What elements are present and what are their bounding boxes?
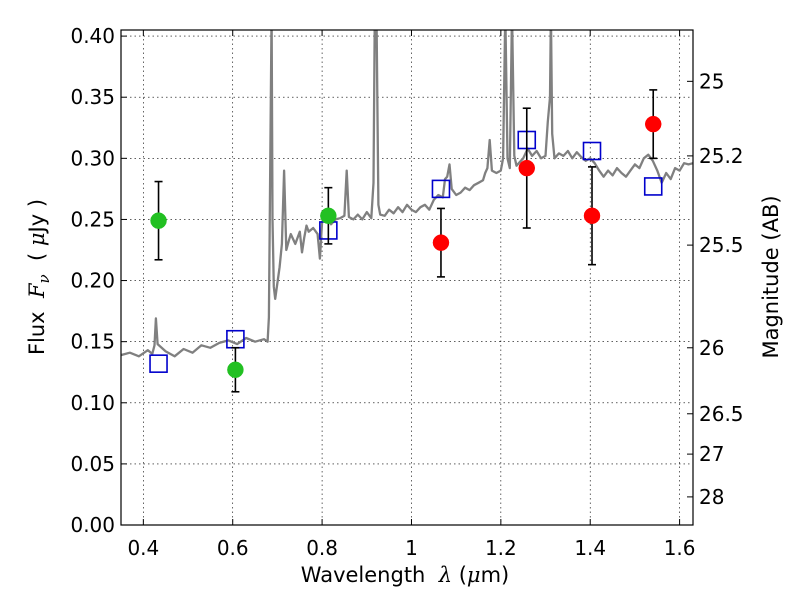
y-tick-label: 0.25 <box>70 207 115 231</box>
y-tick-label: 0.10 <box>70 391 115 415</box>
x-axis-title-suffix: ( <box>452 563 467 587</box>
model-photometry-square <box>643 177 663 196</box>
x-tick-label: 0.6 <box>217 536 249 560</box>
y-tick-label: 0.00 <box>70 513 115 537</box>
observed-flux-point <box>583 207 601 225</box>
y-axis-title-suffix: ( <box>25 246 49 274</box>
y2-tick-label: 26 <box>699 336 724 360</box>
observed-flux-point <box>432 234 450 251</box>
y2-tick-label: 26.5 <box>699 402 744 426</box>
y-axis-title-unit: Jy ) <box>25 199 49 235</box>
model-photometry-square <box>431 179 451 199</box>
axis-ticks: 0.4 0.6 0.8 1 1.2 1.4 1.6 0.00 0.05 0.10 0.15 0.20 0… <box>70 24 743 560</box>
y-tick-label: 0.15 <box>70 330 115 354</box>
y-axis-title-unit-symbol: μ <box>25 232 49 246</box>
x-axis-title-symbol: λ <box>438 563 452 587</box>
observed-flux-point <box>518 159 536 177</box>
model-photometry-square <box>149 354 168 373</box>
x-tick-label: 1 <box>405 536 418 560</box>
grid <box>121 30 693 526</box>
y-axis-title-symbol: F <box>25 282 49 299</box>
y-tick-label: 0.05 <box>70 452 115 476</box>
y2-axis-title: Magnitude (AB) <box>759 195 783 358</box>
y2-tick-label: 25 <box>699 69 724 93</box>
y-tick-label: 0.20 <box>70 269 115 293</box>
y-axis-title-subscript: ν <box>35 274 53 283</box>
y-axis-title-prefix: Flux <box>25 298 49 355</box>
observed-flux-point <box>644 115 662 133</box>
observed-flux-point <box>320 207 337 225</box>
x-tick-label: 1.2 <box>485 536 517 560</box>
y-axis-title: Flux Fν ( μJy ) <box>25 199 53 355</box>
y2-tick-label: 25.2 <box>699 144 744 168</box>
y-tick-label: 0.30 <box>70 146 115 170</box>
y2-tick-label: 27 <box>699 442 724 466</box>
x-axis-title-unit-symbol: μ <box>467 563 481 587</box>
x-axis-title: Wavelength λ (μm) <box>301 563 509 587</box>
x-tick-label: 1.6 <box>664 536 696 560</box>
x-tick-label: 0.8 <box>306 536 338 560</box>
observed-flux-point <box>227 361 244 379</box>
y2-tick-label: 28 <box>699 485 724 509</box>
plot-frame <box>120 29 694 526</box>
x-axis-title-unit: m) <box>481 563 510 587</box>
y2-tick-label: 25.5 <box>699 233 744 257</box>
x-tick-label: 0.4 <box>127 536 159 560</box>
model-photometry-square <box>582 141 602 161</box>
observed-flux-point <box>150 212 167 229</box>
model-spectrum-line <box>121 30 693 358</box>
x-axis-title-prefix: Wavelength <box>301 563 439 587</box>
y-tick-label: 0.40 <box>70 24 115 48</box>
y-tick-label: 0.35 <box>70 85 115 109</box>
x-tick-label: 1.4 <box>574 536 606 560</box>
model-photometry-square <box>226 329 245 349</box>
plot-area <box>121 30 693 393</box>
